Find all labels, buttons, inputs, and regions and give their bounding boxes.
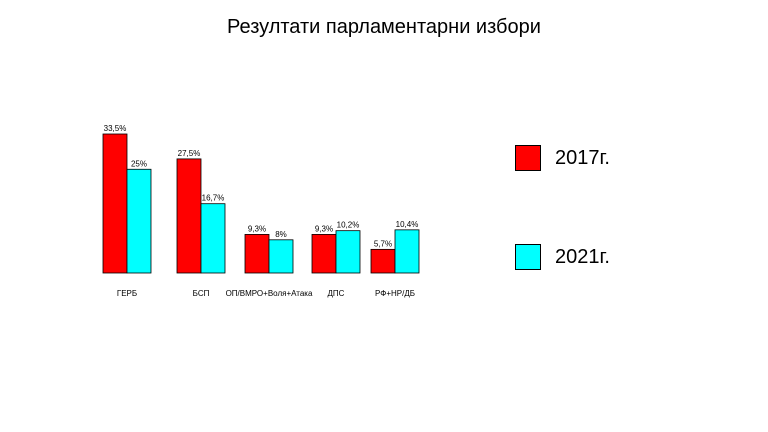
legend-swatch-2017 <box>515 145 541 171</box>
category-label-4: ДПС <box>328 289 345 298</box>
bar-2021г-3 <box>268 239 294 274</box>
category-label-2: БСП <box>193 289 210 298</box>
legend-swatch-2021 <box>515 244 541 270</box>
legend-item-2021: 2021г. <box>515 243 610 271</box>
bar-2021г-4 <box>335 230 361 274</box>
bar-2017г-4 <box>311 234 337 274</box>
data-label-2017г-2: 27,5% <box>178 149 201 158</box>
data-label-2021г-1: 25% <box>131 159 147 168</box>
legend-item-2017: 2017г. <box>515 144 610 172</box>
category-label-5: РФ+НР/ДБ <box>375 289 415 298</box>
data-label-2017г-5: 5,7% <box>374 239 392 248</box>
data-label-2021г-3: 8% <box>275 230 287 239</box>
legend-label-2017: 2017г. <box>555 146 610 169</box>
bar-2017г-3 <box>244 234 270 274</box>
bar-2021г-5 <box>394 229 420 274</box>
data-label-2021г-5: 10,4% <box>396 220 419 229</box>
category-label-1: ГЕРБ <box>117 289 137 298</box>
legend-label-2021: 2021г. <box>555 245 610 268</box>
bar-2017г-2 <box>176 158 202 274</box>
bar-2021г-2 <box>200 203 226 274</box>
data-label-2017г-3: 9,3% <box>248 224 266 233</box>
data-label-2017г-1: 33,5% <box>104 124 127 133</box>
category-label-3: ОП/ВМРО+Воля+Атака <box>226 289 313 298</box>
data-label-2021г-4: 10,2% <box>337 221 360 230</box>
data-label-2021г-2: 16,7% <box>202 194 225 203</box>
bar-2017г-1 <box>102 133 128 274</box>
bar-2017г-5 <box>370 248 396 274</box>
data-label-2017г-4: 9,3% <box>315 224 333 233</box>
bar-2021г-1 <box>126 168 152 274</box>
chart-title: Резултати парламентарни избори <box>227 16 541 38</box>
